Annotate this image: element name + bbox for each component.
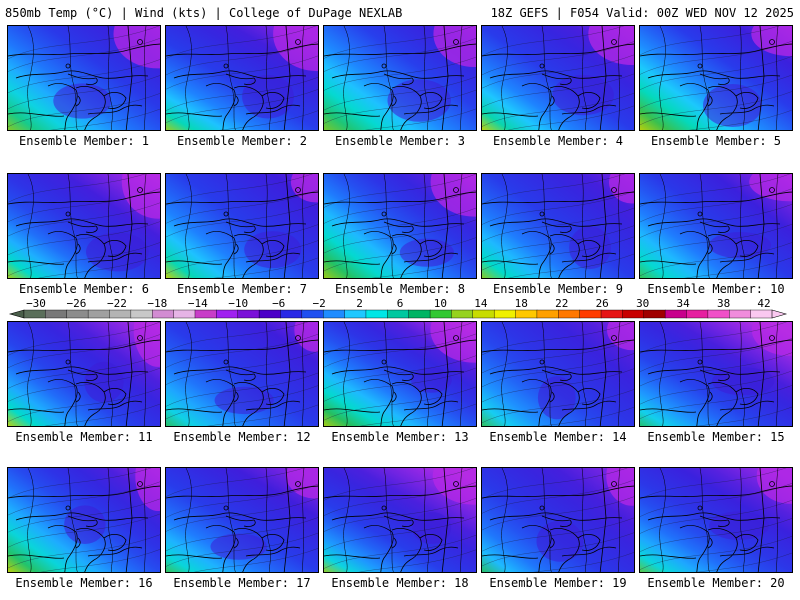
- ensemble-member-map: [7, 173, 161, 279]
- colorbar-tick-label: 22: [555, 297, 568, 310]
- colorbar-swatch: [323, 309, 346, 319]
- colorbar-swatch: [387, 309, 410, 319]
- ensemble-member-label: Ensemble Member: 16: [15, 576, 153, 590]
- ensemble-member-map: [165, 321, 319, 427]
- temperature-colorbar: −30 −26 −22 −18 −14 −10 −6 −2 2 6 10 14 18 22 26 30 34 38…: [8, 297, 788, 319]
- ensemble-member-map: [165, 467, 319, 573]
- colorbar-min-arrow: [8, 309, 25, 319]
- colorbar-swatch: [472, 309, 495, 319]
- ensemble-member-label: Ensemble Member: 4: [492, 134, 624, 148]
- colorbar-swatch: [237, 309, 260, 319]
- colorbar-swatch: [194, 309, 217, 319]
- colorbar-swatch: [536, 309, 559, 319]
- colorbar-tick-label: −18: [147, 297, 167, 310]
- ensemble-member-label: Ensemble Member: 17: [173, 576, 311, 590]
- run-valid-time: 18Z GEFS | F054 Valid: 00Z WED NOV 12 20…: [490, 6, 794, 20]
- colorbar-swatch: [109, 309, 132, 319]
- ensemble-member-map: [639, 467, 793, 573]
- ensemble-member-map: [7, 25, 161, 131]
- colorbar-tick-label: 6: [397, 297, 404, 310]
- colorbar-tick-label: −30: [26, 297, 46, 310]
- colorbar-swatch: [130, 309, 153, 319]
- ensemble-member-map: [639, 173, 793, 279]
- ensemble-member-map: [481, 173, 635, 279]
- ensemble-member-label: Ensemble Member: 14: [489, 430, 627, 444]
- colorbar-tick-label: 38: [717, 297, 730, 310]
- colorbar-tick-label: 30: [636, 297, 649, 310]
- colorbar-tick-label: −26: [66, 297, 86, 310]
- colorbar-swatch: [558, 309, 581, 319]
- colorbar-max-arrow: [771, 309, 788, 319]
- ensemble-member-label: Ensemble Member: 18: [331, 576, 469, 590]
- colorbar-swatch: [301, 309, 324, 319]
- ensemble-member-map: [639, 25, 793, 131]
- ensemble-member-label: Ensemble Member: 12: [173, 430, 311, 444]
- ensemble-member-label: Ensemble Member: 7: [176, 282, 308, 296]
- ensemble-member-label: Ensemble Member: 2: [176, 134, 308, 148]
- colorbar-tick-label: −14: [188, 297, 208, 310]
- colorbar-swatch: [45, 309, 68, 319]
- map-title: 850mb Temp (°C) | Wind (kts) | College o…: [5, 6, 403, 20]
- colorbar-tick-label: −2: [312, 297, 325, 310]
- colorbar-swatch: [23, 309, 46, 319]
- colorbar-swatch: [66, 309, 89, 319]
- colorbar-swatch: [750, 309, 773, 319]
- colorbar-swatch: [344, 309, 367, 319]
- colorbar-swatch: [258, 309, 281, 319]
- colorbar-swatch: [493, 309, 517, 319]
- colorbar-swatch: [216, 309, 239, 319]
- ensemble-member-map: [165, 173, 319, 279]
- ensemble-member-map: [7, 467, 161, 573]
- colorbar-swatch: [579, 309, 602, 319]
- colorbar-swatch: [729, 309, 752, 319]
- ensemble-member-label: Ensemble Member: 6: [18, 282, 150, 296]
- ensemble-member-label: Ensemble Member: 9: [492, 282, 624, 296]
- colorbar-swatch: [365, 309, 388, 319]
- ensemble-member-label: Ensemble Member: 1: [18, 134, 150, 148]
- colorbar-swatch: [643, 309, 666, 319]
- colorbar-tick-label: −10: [228, 297, 248, 310]
- colorbar-tick-label: 34: [676, 297, 690, 310]
- ensemble-member-map: [165, 25, 319, 131]
- colorbar-swatch: [173, 309, 196, 319]
- ensemble-member-map: [481, 321, 635, 427]
- colorbar-swatch: [600, 309, 623, 319]
- ensemble-member-label: Ensemble Member: 15: [647, 430, 785, 444]
- ensemble-member-map: [323, 173, 477, 279]
- colorbar-swatch: [686, 309, 709, 319]
- colorbar-swatch: [515, 309, 538, 319]
- ensemble-member-label: Ensemble Member: 13: [331, 430, 469, 444]
- ensemble-member-map: [323, 321, 477, 427]
- ensemble-member-map: [481, 25, 635, 131]
- colorbar-swatch: [664, 309, 688, 319]
- colorbar-swatch: [622, 309, 645, 319]
- ensemble-member-label: Ensemble Member: 11: [15, 430, 153, 444]
- colorbar-tick-label: 10: [434, 297, 447, 310]
- colorbar-swatch: [429, 309, 452, 319]
- ensemble-member-map: [323, 25, 477, 131]
- colorbar-tick-label: −22: [107, 297, 127, 310]
- colorbar-swatch: [87, 309, 110, 319]
- colorbar-swatch: [451, 309, 474, 319]
- ensemble-member-map: [481, 467, 635, 573]
- ensemble-member-label: Ensemble Member: 20: [647, 576, 785, 590]
- ensemble-member-label: Ensemble Member: 19: [489, 576, 627, 590]
- ensemble-member-map: [7, 321, 161, 427]
- colorbar-tick-label: −6: [272, 297, 285, 310]
- colorbar-tick-label: 18: [515, 297, 528, 310]
- ensemble-member-map: [639, 321, 793, 427]
- ensemble-member-label: Ensemble Member: 8: [334, 282, 466, 296]
- colorbar-tick-label: 2: [356, 297, 363, 310]
- colorbar-tick-label: 26: [596, 297, 609, 310]
- ensemble-member-label: Ensemble Member: 5: [650, 134, 782, 148]
- colorbar-tick-label: 42: [757, 297, 770, 310]
- colorbar-swatch: [152, 309, 175, 319]
- colorbar-swatch: [707, 309, 730, 319]
- colorbar-swatch: [408, 309, 431, 319]
- ensemble-member-map: [323, 467, 477, 573]
- ensemble-member-label: Ensemble Member: 10: [647, 282, 785, 296]
- colorbar-tick-label: 14: [474, 297, 488, 310]
- colorbar-swatch: [280, 309, 303, 319]
- ensemble-member-label: Ensemble Member: 3: [334, 134, 466, 148]
